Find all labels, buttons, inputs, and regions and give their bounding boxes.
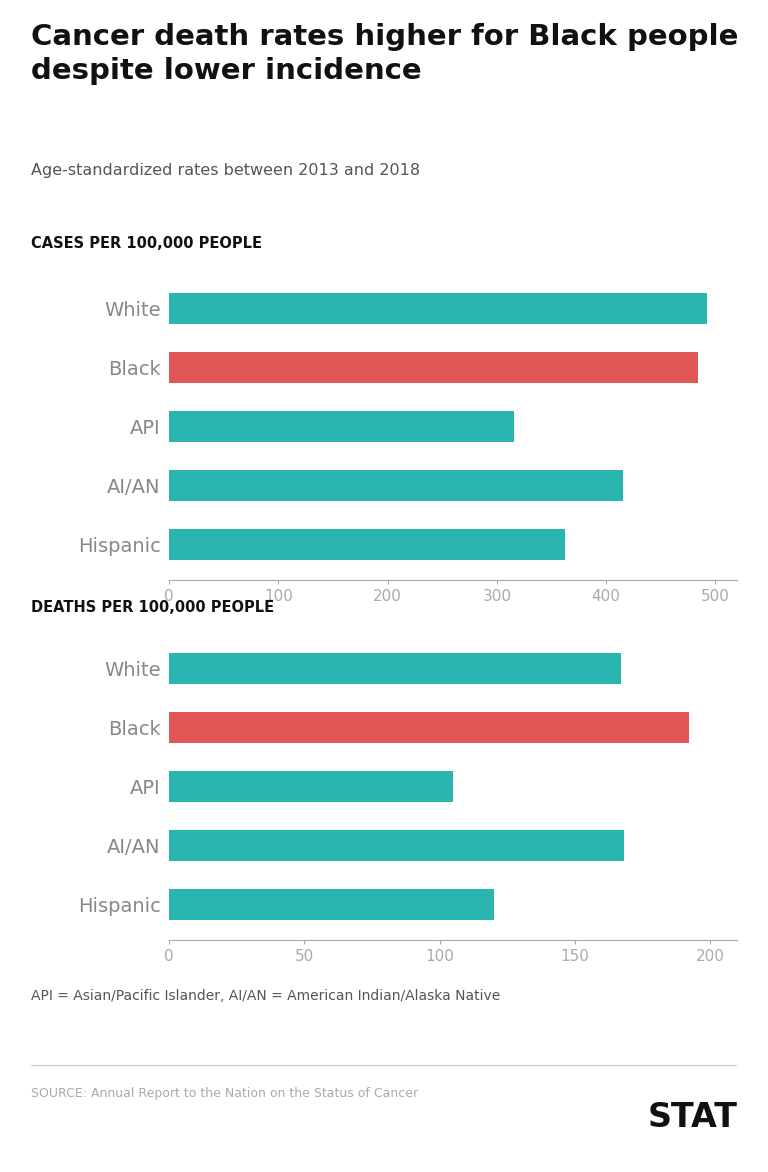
- Text: DEATHS PER 100,000 PEOPLE: DEATHS PER 100,000 PEOPLE: [31, 600, 274, 614]
- Text: Cancer death rates higher for Black people
despite lower incidence: Cancer death rates higher for Black peop…: [31, 23, 738, 84]
- Bar: [169, 411, 515, 442]
- Text: STAT: STAT: [647, 1101, 737, 1133]
- Bar: [169, 653, 621, 683]
- Bar: [169, 293, 707, 323]
- Text: API = Asian/Pacific Islander, AI/AN = American Indian/Alaska Native: API = Asian/Pacific Islander, AI/AN = Am…: [31, 989, 500, 1003]
- Text: SOURCE: Annual Report to the Nation on the Status of Cancer: SOURCE: Annual Report to the Nation on t…: [31, 1088, 418, 1101]
- Bar: [169, 530, 564, 560]
- Text: CASES PER 100,000 PEOPLE: CASES PER 100,000 PEOPLE: [31, 237, 262, 251]
- Bar: [169, 470, 623, 500]
- Bar: [169, 830, 624, 860]
- Text: Age-standardized rates between 2013 and 2018: Age-standardized rates between 2013 and …: [31, 163, 420, 178]
- Bar: [169, 890, 494, 920]
- Bar: [169, 771, 453, 802]
- Bar: [169, 353, 698, 383]
- Bar: [169, 713, 689, 743]
